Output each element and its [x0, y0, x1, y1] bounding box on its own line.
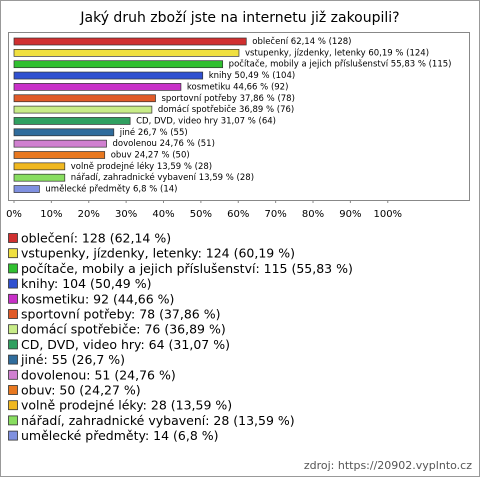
x-tick-label: 10%: [40, 209, 62, 220]
legend-swatch: [8, 339, 18, 350]
legend-swatch: [8, 278, 18, 289]
bar-label: jiné 26,7 % (55): [119, 127, 188, 138]
legend-label: umělecké předměty: 14 (6,8 %): [21, 428, 219, 443]
legend-label: sportovní potřeby: 78 (37,86 %): [21, 307, 220, 322]
x-tick-label: 100%: [373, 209, 402, 220]
bar-label: nářadí, zahradnické vybavení 13,59 % (28…: [71, 172, 254, 183]
legend-label: jiné: 55 (26,7 %): [20, 352, 125, 367]
bar-label: oblečení 62,14 % (128): [252, 36, 351, 47]
bar-label: kosmetiku 44,66 % (92): [187, 82, 288, 92]
bar-label: knihy 50,49 % (104): [209, 71, 295, 81]
x-tick-label: 60%: [227, 209, 249, 220]
bar: [13, 94, 156, 103]
legend-label: kosmetiku: 92 (44,66 %): [21, 291, 174, 306]
bar: [13, 48, 240, 57]
bar-label: CD, DVD, video hry 31,07 % (64): [136, 116, 276, 126]
bar: [13, 173, 66, 182]
bar: [13, 105, 153, 114]
bar: [13, 71, 204, 80]
bar-label: volně prodejné léky 13,59 % (28): [71, 161, 212, 172]
bar: [13, 185, 40, 193]
bar: [13, 83, 182, 91]
legend-swatch: [8, 415, 18, 426]
bar-label: vstupenky, jízdenky, letenky 60,19 % (12…: [245, 48, 429, 58]
bar: [13, 128, 115, 137]
legend-label: počítače, mobily a jejich příslušenství:…: [21, 261, 353, 276]
legend-label: knihy: 104 (50,49 %): [21, 276, 151, 291]
legend-swatch: [8, 324, 18, 335]
bar-label: obuv 24,27 % (50): [111, 151, 190, 161]
legend-label: dovolenou: 51 (24,76 %): [21, 367, 176, 382]
bar-label: dovolenou 24,76 % (51): [113, 139, 215, 149]
legend-swatch: [8, 233, 18, 243]
legend-swatch: [8, 430, 18, 441]
legend-swatch: [8, 385, 18, 395]
bar-label: domácí spotřebiče 36,89 % (76): [158, 104, 294, 115]
x-tick-label: 20%: [78, 209, 100, 220]
legend-swatch: [8, 248, 18, 259]
bar-label: umělecké předměty 6,8 % (14): [45, 184, 177, 195]
bar: [13, 117, 131, 125]
bar: [13, 162, 66, 171]
x-tick-label: 40%: [152, 209, 174, 220]
x-tick-label: 90%: [339, 209, 361, 220]
bar-label: sportovní potřeby 37,86 % (78): [162, 94, 295, 104]
x-tick-label: 70%: [265, 209, 287, 220]
bar: [13, 151, 106, 159]
legend-swatch: [8, 400, 18, 411]
legend-label: oblečení: 128 (62,14 %): [21, 231, 171, 246]
legend-label: domácí spotřebiče: 76 (36,89 %): [21, 322, 226, 337]
legend-label: vstupenky, jízdenky, letenky: 124 (60,19…: [21, 246, 295, 261]
legend-swatch: [8, 309, 18, 319]
x-tick-label: 50%: [190, 209, 212, 220]
legend-swatch: [8, 263, 18, 274]
x-tick-label: 0%: [6, 209, 22, 220]
legend-label: obuv: 50 (24,27 %): [21, 383, 141, 398]
legend-swatch: [8, 293, 18, 304]
legend-label: CD, DVD, video hry: 64 (31,07 %): [21, 337, 230, 352]
chart-title: Jaký druh zboží jste na internetu již za…: [79, 10, 399, 26]
bar-label: počítače, mobily a jejich příslušenství …: [229, 59, 452, 70]
legend-label: nářadí, zahradnické vybavení: 28 (13,59 …: [21, 413, 295, 428]
bar: [13, 60, 224, 69]
legend-swatch: [8, 369, 18, 380]
x-tick-label: 80%: [302, 209, 324, 220]
bar: [13, 37, 247, 46]
legend-label: volně prodejné léky: 28 (13,59 %): [21, 398, 232, 413]
legend-swatch: [8, 354, 18, 365]
source: zdroj: https://20902.vyplnto.cz: [304, 459, 472, 472]
x-tick-label: 30%: [115, 209, 137, 220]
bar: [13, 139, 107, 148]
